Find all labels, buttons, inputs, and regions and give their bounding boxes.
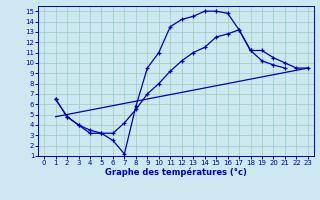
X-axis label: Graphe des températures (°c): Graphe des températures (°c) [105, 168, 247, 177]
